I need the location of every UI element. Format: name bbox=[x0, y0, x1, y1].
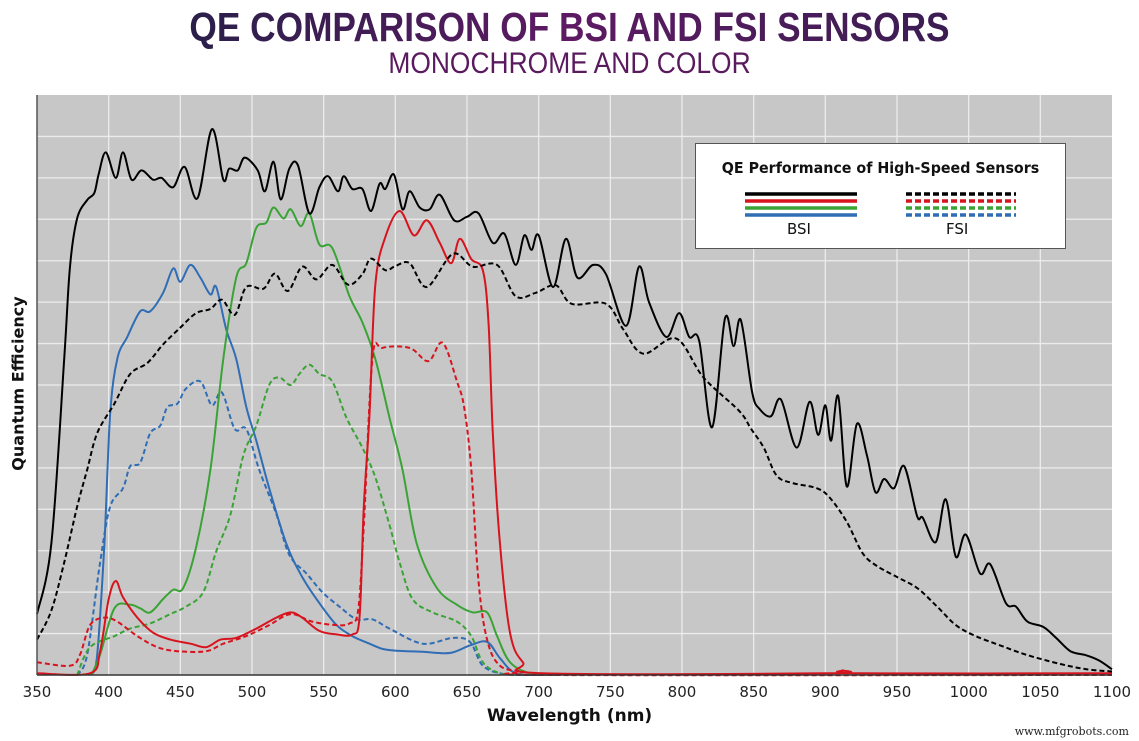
x-tick-label: 1100 bbox=[1093, 683, 1131, 701]
x-tick-label: 800 bbox=[668, 683, 697, 701]
x-tick-label: 650 bbox=[453, 683, 482, 701]
x-tick-label: 350 bbox=[23, 683, 52, 701]
y-axis-label: Quantum Efficiency bbox=[8, 296, 28, 471]
series-line-bsi-mono bbox=[36, 128, 1113, 671]
x-tick-label: 400 bbox=[94, 683, 123, 701]
legend: QE Performance of High-Speed Sensors BSI… bbox=[695, 143, 1066, 249]
x-tick-label: 450 bbox=[166, 683, 195, 701]
legend-title: QE Performance of High-Speed Sensors bbox=[721, 159, 1040, 177]
series-line-fsi-mono bbox=[36, 252, 1113, 673]
series-line-fsi-green bbox=[76, 363, 523, 676]
series-line-fsi-blue bbox=[76, 379, 531, 676]
legend-swatches bbox=[745, 192, 1016, 217]
series-line-bsi-blue bbox=[90, 263, 544, 677]
x-tick-label: 900 bbox=[811, 683, 840, 701]
x-tick-label: 750 bbox=[596, 683, 625, 701]
x-tick-label: 500 bbox=[238, 683, 267, 701]
series-line-bsi-green bbox=[90, 206, 556, 676]
series-group bbox=[36, 128, 1113, 677]
axes bbox=[36, 95, 1112, 676]
x-tick-labels: 350 400 450 500 550 600 650 700 750 800 850 900 950 1… bbox=[23, 683, 1131, 701]
legend-label-fsi: FSI bbox=[946, 220, 969, 238]
series-line-fsi-red bbox=[36, 341, 1113, 677]
chart-subtitle: MONOCHROME AND COLOR bbox=[388, 47, 751, 80]
x-axis-label: Wavelength (nm) bbox=[486, 706, 653, 726]
x-tick-label: 850 bbox=[739, 683, 768, 701]
x-tick-label: 1000 bbox=[950, 683, 988, 701]
x-tick-label: 700 bbox=[524, 683, 553, 701]
legend-label-bsi: BSI bbox=[787, 220, 811, 238]
x-tick-label: 1050 bbox=[1021, 683, 1059, 701]
watermark: www.mfgrobots.com bbox=[1014, 725, 1129, 738]
x-tick-label: 600 bbox=[381, 683, 410, 701]
x-tick-label: 550 bbox=[309, 683, 338, 701]
x-tick-label: 950 bbox=[883, 683, 912, 701]
chart-title: QE COMPARISON OF BSI AND FSI SENSORS bbox=[189, 4, 950, 50]
